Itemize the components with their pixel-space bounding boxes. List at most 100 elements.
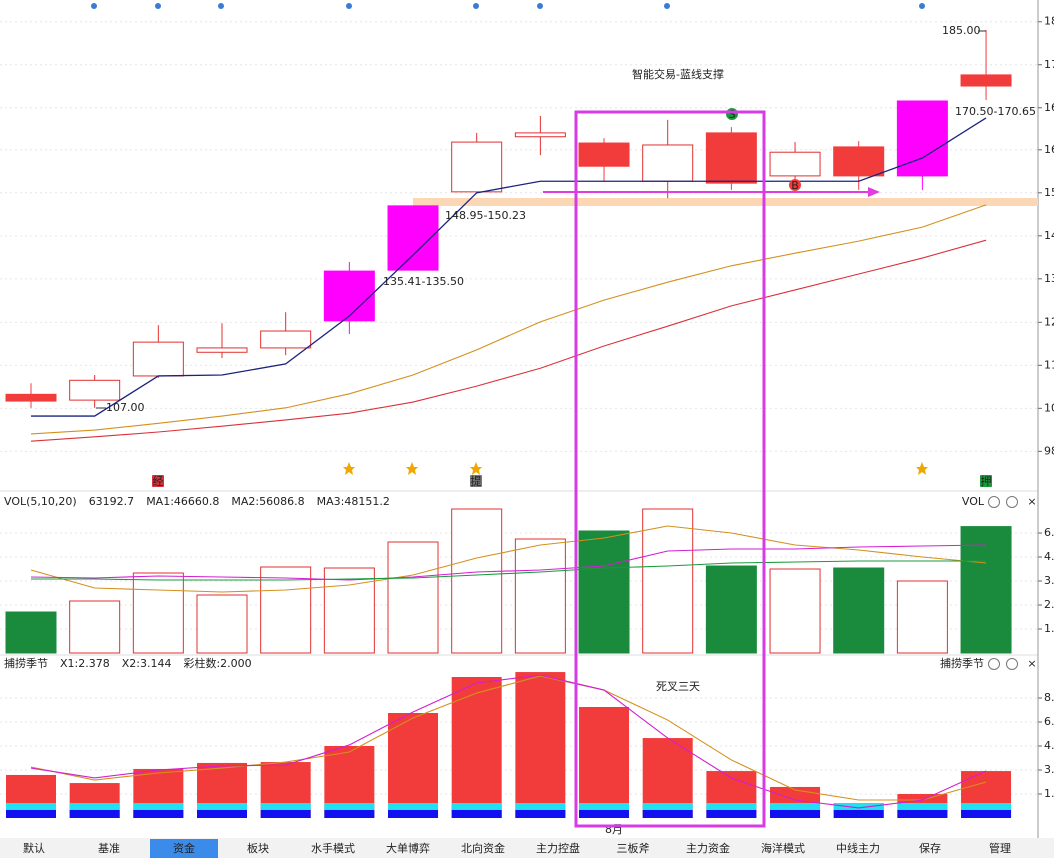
volume-bar <box>196 594 248 654</box>
candle-body <box>323 270 375 322</box>
y-tick-label: 4. <box>1044 550 1054 563</box>
signal-marker <box>152 475 164 487</box>
base-strip <box>515 803 566 810</box>
star-marker <box>343 462 355 475</box>
tab[interactable]: 海洋模式 <box>761 841 805 855</box>
panel-legend: MA2:56086.8 <box>231 495 304 508</box>
panel-legend: VOL(5,10,20) <box>4 495 77 508</box>
panel-right-label: 捕捞季节 <box>940 656 984 670</box>
signal-dot <box>91 3 97 9</box>
base-strip <box>961 810 1012 818</box>
y-tick-label: 2. <box>1044 598 1054 611</box>
panel-right-label: VOL <box>962 495 985 508</box>
signal-marker <box>789 179 801 191</box>
base-strip <box>324 803 375 810</box>
volume-bar <box>960 526 1012 654</box>
tab[interactable]: 板块 <box>247 841 269 855</box>
signal-dot <box>155 3 161 9</box>
tab[interactable]: 资金 <box>173 841 195 855</box>
signal-marker <box>470 475 482 487</box>
tab[interactable]: 默认 <box>23 842 45 855</box>
volume-bar <box>642 508 694 654</box>
base-strip <box>642 810 693 818</box>
signal-marker-label: 提 <box>471 475 482 488</box>
tab-bar <box>0 838 1054 858</box>
support-band <box>413 198 1038 206</box>
tab[interactable]: 中线主力 <box>836 841 880 855</box>
close-button[interactable]: × <box>1027 657 1036 670</box>
candle-body <box>769 151 821 177</box>
volume-bar <box>705 565 757 654</box>
tab[interactable]: 大单博弈 <box>386 841 430 855</box>
tab[interactable]: 北向资金 <box>461 841 505 855</box>
panel-legend: X1:2.378 <box>60 657 110 670</box>
signal-marker <box>980 475 992 487</box>
signal-dot <box>473 3 479 9</box>
y-tick-label: 6. <box>1044 715 1054 728</box>
tab[interactable]: 基准 <box>98 842 120 855</box>
star-marker <box>470 462 482 475</box>
y-tick-label: 17 <box>1044 58 1054 71</box>
base-strip <box>770 803 821 810</box>
y-tick-label: 11 <box>1044 358 1054 371</box>
signal-marker-label: 经 <box>153 475 164 488</box>
line-series <box>30 544 987 581</box>
candle-body <box>69 379 121 401</box>
panel-button[interactable] <box>988 658 1000 670</box>
candle-body <box>578 142 630 167</box>
signal-dot <box>346 3 352 9</box>
tab[interactable]: 水手模式 <box>311 841 355 855</box>
close-button[interactable]: × <box>1027 495 1036 508</box>
volume-bar <box>769 568 821 654</box>
tab[interactable]: 主力资金 <box>686 841 730 855</box>
candle-body <box>260 330 312 349</box>
y-tick-label: 13 <box>1044 272 1054 285</box>
arrow-head <box>868 187 880 197</box>
base-strip <box>197 810 248 818</box>
candle-body <box>896 100 948 177</box>
signal-dot <box>919 3 925 9</box>
panel-legend: 捕捞季节 <box>4 656 48 670</box>
volume-bar <box>5 611 57 654</box>
volume-bar <box>514 538 566 654</box>
base-strip <box>260 810 311 818</box>
base-strip <box>706 810 757 818</box>
candle-body <box>451 141 503 193</box>
panel-button[interactable] <box>1006 658 1018 670</box>
candle-body <box>387 205 439 271</box>
base-strip <box>961 803 1012 810</box>
indicator-bar <box>388 713 439 818</box>
signal-dot <box>218 3 224 9</box>
tab[interactable]: 保存 <box>919 841 941 855</box>
tab[interactable]: 主力控盘 <box>536 841 580 855</box>
star-marker <box>916 462 928 475</box>
panel-legend: 63192.7 <box>89 495 135 508</box>
indicator-bar <box>579 707 630 818</box>
base-strip <box>388 803 439 810</box>
base-strip <box>451 803 502 810</box>
base-strip <box>706 803 757 810</box>
y-tick-label: 6. <box>1044 526 1054 539</box>
base-strip <box>515 810 566 818</box>
volume-bar <box>260 566 312 654</box>
panel-button[interactable] <box>1006 496 1018 508</box>
price-annotation: 170.50-170.65 <box>955 105 1036 118</box>
y-tick-label: 16 <box>1044 143 1054 156</box>
tab[interactable]: 管理 <box>989 841 1011 855</box>
panel-button[interactable] <box>988 496 1000 508</box>
cross-annotation: 死叉三天 <box>656 680 700 693</box>
highlight-box <box>574 110 766 828</box>
base-strip <box>133 803 184 810</box>
tab[interactable]: 三板斧 <box>617 841 650 855</box>
active-tab[interactable] <box>150 839 218 858</box>
base-strip <box>579 803 630 810</box>
volume-bar <box>387 541 439 654</box>
candle-body <box>705 132 757 184</box>
base-strip <box>897 803 948 810</box>
y-tick-label: 4. <box>1044 739 1054 752</box>
line-series <box>30 239 987 442</box>
signal-marker-label: 押 <box>981 474 992 488</box>
base-strip <box>6 803 56 810</box>
candle-body <box>960 74 1012 87</box>
